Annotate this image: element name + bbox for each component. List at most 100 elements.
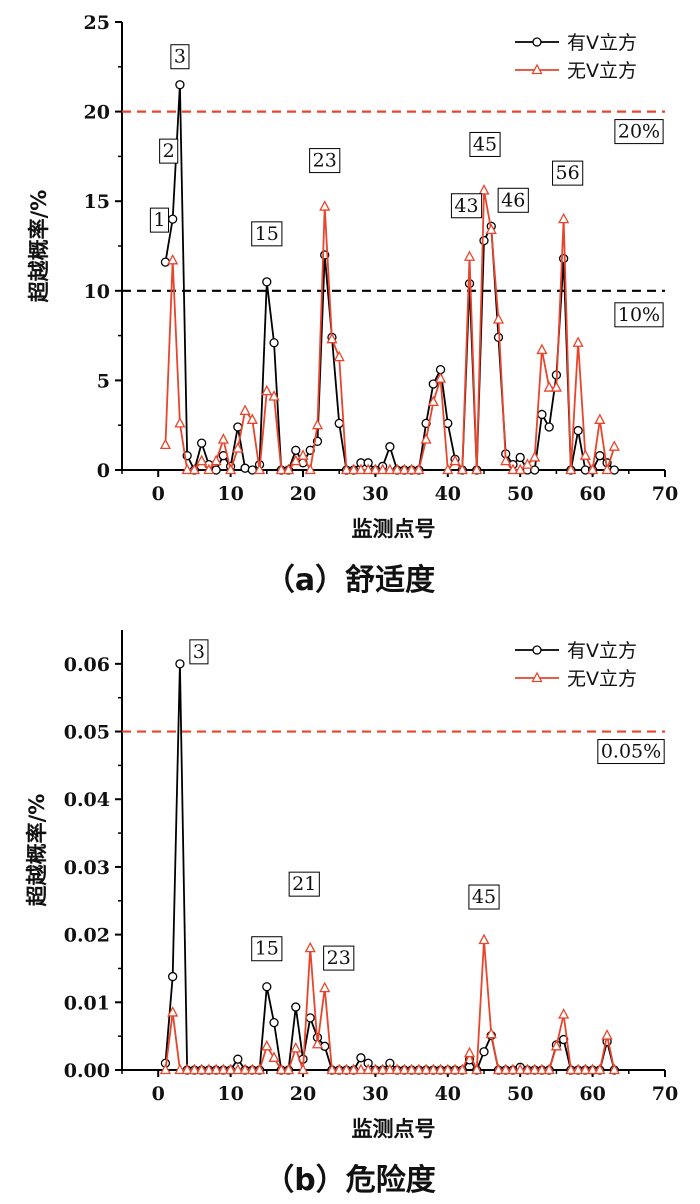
data-point: [159, 438, 172, 450]
point-annotation: 56: [556, 162, 580, 184]
data-point: [492, 1063, 505, 1075]
data-point: [210, 454, 222, 466]
data-point: [203, 1063, 215, 1075]
data-point: [334, 418, 344, 429]
data-point: [565, 463, 577, 475]
data-point: [160, 257, 171, 267]
data-point: [196, 438, 207, 448]
data-point: [253, 1063, 266, 1075]
point-annotation: 43: [454, 195, 478, 217]
data-point: [529, 1063, 541, 1075]
point-annotation-box: [159, 138, 179, 164]
data-point: [449, 1063, 461, 1075]
data-point: [319, 981, 331, 993]
data-point: [282, 1063, 295, 1075]
x-tick-label: 30: [362, 483, 388, 505]
data-point: [558, 1008, 570, 1019]
x-tick-label: 40: [435, 483, 461, 505]
data-point: [406, 1063, 418, 1075]
data-point: [537, 409, 547, 420]
data-point: [275, 463, 287, 475]
y-tick-label: 0.05: [64, 722, 110, 744]
y-axis-title: 超越概率/%: [27, 190, 51, 303]
data-point: [500, 1063, 512, 1075]
data-point: [348, 1063, 360, 1075]
data-point: [558, 253, 569, 264]
data-point: [268, 1051, 280, 1062]
data-point: [196, 1063, 208, 1075]
data-point: [217, 1063, 229, 1075]
point-annotation: 45: [473, 133, 497, 155]
reference-line-label: 20%: [618, 121, 660, 143]
data-point: [362, 1063, 374, 1075]
data-point: [587, 1063, 599, 1075]
legend-label: 无V立方: [567, 60, 637, 82]
legend-label: 有V立方: [567, 32, 637, 54]
data-point: [572, 336, 584, 347]
data-point: [608, 1063, 620, 1075]
data-point: [291, 445, 301, 455]
data-point: [203, 463, 215, 475]
data-point: [262, 982, 272, 992]
data-point: [471, 463, 483, 475]
data-point: [601, 463, 613, 475]
data-point: [420, 1063, 432, 1075]
data-point: [601, 1029, 613, 1040]
reference-line-label-box: [597, 739, 665, 765]
data-point: [268, 390, 280, 401]
data-point: [369, 1063, 381, 1075]
x-tick-label: 0: [152, 483, 165, 505]
data-point: [521, 458, 534, 469]
point-annotation: 23: [327, 947, 351, 969]
data-point: [595, 451, 605, 461]
data-point: [398, 463, 410, 475]
data-point: [507, 1063, 519, 1075]
data-point: [369, 463, 381, 475]
legend-label: 无V立方: [567, 668, 637, 690]
data-point: [479, 1047, 489, 1057]
x-axis-title: 监测点号: [352, 1117, 436, 1141]
data-point: [311, 1037, 324, 1049]
point-annotation-box: [497, 187, 529, 213]
data-point: [340, 463, 353, 475]
y-tick-label: 0.02: [64, 925, 110, 947]
data-point: [536, 343, 548, 355]
data-point: [291, 1002, 301, 1012]
data-point: [174, 1063, 186, 1075]
point-annotation-box: [288, 871, 320, 897]
data-point: [297, 449, 309, 460]
data-point: [543, 1063, 555, 1075]
point-annotation-box: [450, 193, 483, 219]
data-point: [530, 465, 540, 475]
x-tick-label: 70: [652, 1083, 678, 1105]
x-tick-label: 10: [217, 483, 243, 505]
y-tick-label: 5: [97, 370, 110, 392]
data-point: [413, 463, 425, 475]
data-point: [340, 1063, 353, 1075]
data-point: [333, 350, 345, 362]
data-point: [196, 454, 208, 466]
data-point: [377, 463, 389, 475]
point-annotation: 15: [255, 223, 279, 245]
data-point: [311, 418, 324, 430]
point-annotation-box: [552, 160, 584, 186]
x-tick-label: 60: [579, 1083, 605, 1105]
data-point: [565, 1063, 577, 1075]
legend-marker: [532, 37, 542, 47]
data-point: [355, 463, 367, 475]
x-tick-label: 30: [362, 1083, 388, 1105]
data-point: [514, 1063, 526, 1075]
data-point: [233, 1054, 243, 1064]
data-point: [282, 463, 295, 475]
data-point: [333, 1063, 345, 1075]
data-point: [362, 463, 374, 475]
data-point: [544, 422, 554, 432]
data-point: [167, 1006, 179, 1017]
y-axis-title: 超越概率/%: [25, 794, 49, 907]
data-point: [246, 1063, 258, 1075]
y-tick-label: 0.00: [64, 1060, 110, 1082]
data-point: [167, 253, 179, 265]
x-tick-label: 70: [652, 483, 678, 505]
data-point: [168, 214, 178, 224]
data-point: [456, 1063, 468, 1075]
